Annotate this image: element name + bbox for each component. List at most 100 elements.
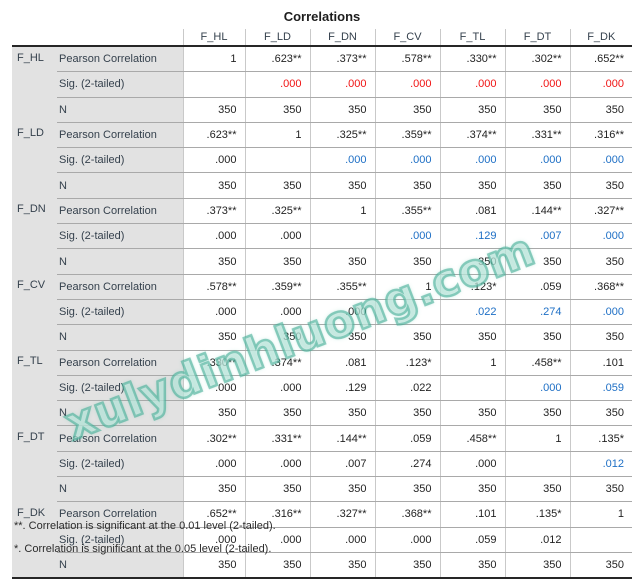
- cell-F_CV-n-F_DN: 350: [309, 324, 375, 351]
- cell-F_DT-pearson-F_DT: 1: [504, 425, 570, 452]
- cell-F_DT-sig-F_TL: .000: [439, 451, 505, 478]
- cell-F_CV-sig-F_DN: .000: [309, 299, 375, 326]
- stat-label-n: N: [57, 172, 183, 199]
- cell-F_DK-sig-F_TL: .059: [439, 527, 505, 553]
- cell-F_HL-pearson-F_HL: 1: [182, 46, 245, 73]
- cell-F_TL-n-F_CV: 350: [374, 400, 440, 427]
- cell-F_CV-n-F_DK: 350: [569, 324, 632, 351]
- cell-F_CV-n-F_LD: 350: [244, 324, 310, 351]
- cell-F_LD-sig-F_CV: .000: [374, 147, 440, 174]
- cell-F_LD-pearson-F_LD: 1: [244, 122, 310, 149]
- stat-label-pearson: Pearson Correlation: [57, 122, 183, 149]
- cell-F_HL-pearson-F_DN: .373**: [309, 46, 375, 73]
- cell-F_DT-sig-F_DT: [504, 451, 570, 478]
- cell-F_LD-sig-F_DT: .000: [504, 147, 570, 174]
- cell-F_DN-pearson-F_DK: .327**: [569, 198, 632, 225]
- cell-F_HL-n-F_DK: 350: [569, 97, 632, 123]
- cell-F_HL-sig-F_TL: .000: [439, 71, 505, 98]
- cell-F_CV-n-F_DT: 350: [504, 324, 570, 351]
- stat-label-sig: Sig. (2-tailed): [57, 147, 183, 174]
- cell-F_DT-sig-F_HL: .000: [182, 451, 245, 478]
- cell-F_DK-n-F_DN: 350: [309, 552, 375, 579]
- table-row-F_TL-sig: Sig. (2-tailed) .000.000.129.022.000.059: [12, 375, 632, 402]
- column-header-F_HL: F_HL: [182, 29, 245, 47]
- cell-F_TL-sig-F_LD: .000: [244, 375, 310, 402]
- cell-F_TL-n-F_DK: 350: [569, 400, 632, 427]
- cell-F_DK-sig-F_DN: .000: [309, 527, 375, 553]
- cell-F_HL-n-F_HL: 350: [182, 97, 245, 123]
- cell-F_DN-pearson-F_TL: .081: [439, 198, 505, 225]
- cell-F_TL-pearson-F_DN: .081: [309, 350, 375, 376]
- cell-F_DK-pearson-F_CV: .368**: [374, 501, 440, 528]
- cell-F_HL-n-F_LD: 350: [244, 97, 310, 123]
- cell-F_LD-pearson-F_DK: .316**: [569, 122, 632, 149]
- cell-F_DN-n-F_LD: 350: [244, 248, 310, 275]
- correlations-table: F_HL F_LD F_DN F_CV F_TL F_DT F_DK F_HL Pearson…: [12, 29, 632, 579]
- cell-F_HL-pearson-F_DK: .652**: [569, 46, 632, 73]
- column-header-F_DK: F_DK: [569, 29, 632, 47]
- cell-F_CV-pearson-F_DT: .059: [504, 274, 570, 300]
- cell-F_LD-sig-F_TL: .000: [439, 147, 505, 174]
- cell-F_DN-pearson-F_DN: 1: [309, 198, 375, 225]
- cell-F_DN-sig-F_DN: [309, 223, 375, 250]
- stat-label-n: N: [57, 552, 183, 579]
- cell-F_DK-sig-F_HL: .000: [182, 527, 245, 553]
- cell-F_TL-n-F_TL: 350: [439, 400, 505, 427]
- cell-F_TL-pearson-F_DK: .101: [569, 350, 632, 376]
- cell-F_DN-pearson-F_LD: .325**: [244, 198, 310, 225]
- cell-F_LD-n-F_DN: 350: [309, 172, 375, 199]
- cell-F_DK-sig-F_LD: .000: [244, 527, 310, 553]
- cell-F_CV-sig-F_LD: .000: [244, 299, 310, 326]
- cell-F_DN-sig-F_DT: .007: [504, 223, 570, 250]
- stub-header: [12, 29, 183, 47]
- table-row-F_DT-n: N 350 350 350 350 350 350 350: [12, 476, 632, 503]
- cell-F_DN-n-F_CV: 350: [374, 248, 440, 275]
- column-header-F_TL: F_TL: [439, 29, 505, 47]
- cell-F_DN-sig-F_DK: .000: [569, 223, 632, 250]
- cell-F_DT-n-F_TL: 350: [439, 476, 505, 503]
- cell-F_LD-n-F_TL: 350: [439, 172, 505, 199]
- table-row-F_DK-n: N 350 350 350 350 350 350 350: [12, 552, 632, 579]
- cell-F_DK-n-F_LD: 350: [244, 552, 310, 579]
- cell-F_DK-pearson-F_DN: .327**: [309, 501, 375, 528]
- cell-F_LD-pearson-F_DT: .331**: [504, 122, 570, 149]
- cell-F_DT-n-F_DN: 350: [309, 476, 375, 503]
- row-variable-F_DT: F_DT: [12, 425, 57, 502]
- cell-F_DT-pearson-F_TL: .458**: [439, 425, 505, 452]
- stat-label-n: N: [57, 400, 183, 427]
- cell-F_HL-n-F_CV: 350: [374, 97, 440, 123]
- cell-F_DN-n-F_DK: 350: [569, 248, 632, 275]
- cell-F_LD-n-F_LD: 350: [244, 172, 310, 199]
- cell-F_DK-pearson-F_DK: 1: [569, 501, 632, 528]
- cell-F_DK-n-F_DT: 350: [504, 552, 570, 579]
- cell-F_DT-pearson-F_HL: .302**: [182, 425, 245, 452]
- cell-F_DN-sig-F_LD: .000: [244, 223, 310, 250]
- cell-F_DN-sig-F_HL: .000: [182, 223, 245, 250]
- footnote-significance-005: *. Correlation is significant at the 0.0…: [14, 543, 272, 555]
- cell-F_LD-pearson-F_DN: .325**: [309, 122, 375, 149]
- cell-F_TL-pearson-F_LD: .374**: [244, 350, 310, 376]
- cell-F_DK-pearson-F_HL: .652**: [182, 501, 245, 528]
- cell-F_LD-sig-F_DK: .000: [569, 147, 632, 174]
- table-row-F_DK-sig: Sig. (2-tailed) .000.000.000.000.059.012: [12, 527, 632, 553]
- cell-F_TL-sig-F_TL: [439, 375, 505, 402]
- cell-F_DT-sig-F_CV: .274: [374, 451, 440, 478]
- cell-F_TL-sig-F_DK: .059: [569, 375, 632, 402]
- cell-F_TL-sig-F_DT: .000: [504, 375, 570, 402]
- row-variable-F_LD: F_LD: [12, 122, 57, 199]
- table-row-F_CV-sig: Sig. (2-tailed) .000.000.000.022.274.000: [12, 299, 632, 326]
- cell-F_TL-sig-F_DN: .129: [309, 375, 375, 402]
- cell-F_DK-n-F_DK: 350: [569, 552, 632, 579]
- cell-F_TL-n-F_LD: 350: [244, 400, 310, 427]
- cell-F_LD-n-F_HL: 350: [182, 172, 245, 199]
- cell-F_HL-sig-F_CV: .000: [374, 71, 440, 98]
- table-title: Correlations: [283, 9, 361, 24]
- row-variable-F_TL: F_TL: [12, 350, 57, 426]
- cell-F_HL-pearson-F_CV: .578**: [374, 46, 440, 73]
- cell-F_CV-sig-F_DK: .000: [569, 299, 632, 326]
- table-row-F_CV-pearson: F_CV Pearson Correlation .578** .359** .355*…: [12, 274, 632, 351]
- table-row-F_LD-sig: Sig. (2-tailed) .000.000.000.000.000.000: [12, 147, 632, 174]
- cell-F_HL-n-F_DN: 350: [309, 97, 375, 123]
- cell-F_CV-sig-F_CV: [374, 299, 440, 326]
- cell-F_LD-sig-F_LD: [244, 147, 310, 174]
